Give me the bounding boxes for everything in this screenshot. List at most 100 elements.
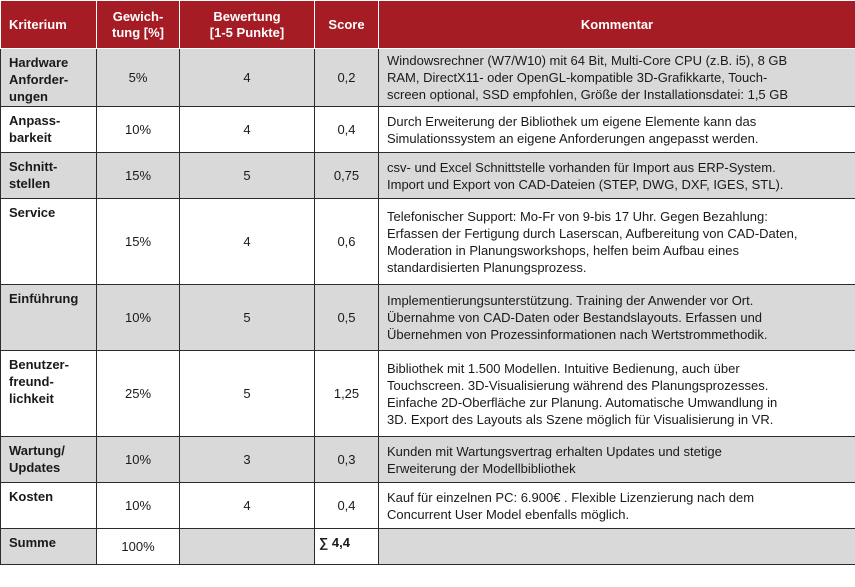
kommentar-line: 3D. Export des Layouts als Szene möglich… [387, 411, 774, 427]
gewichtung-cell: 15% [96, 198, 180, 285]
kriterium-cell: Einführung [0, 284, 97, 351]
header-kommentar: Kommentar [378, 0, 855, 49]
kommentar-line: csv- und Excel Schnittstelle vorhanden f… [387, 159, 776, 175]
score-cell: 0,4 [314, 106, 379, 153]
score-cell: 0,2 [314, 48, 379, 107]
header-bewertung-line2: [1-5 Punkte] [209, 24, 285, 40]
header-gewichtung-line1: Gewich- [112, 8, 164, 24]
gewichtung-cell: 25% [96, 350, 180, 437]
kriterium-line: stellen [9, 176, 51, 191]
kriterium-line: barkeit [9, 130, 52, 145]
table-row-anpassbarkeit: Anpass- barkeit 10% 4 0,4 Durch Erweiter… [0, 106, 855, 153]
kriterium-line: Einführung [9, 291, 79, 306]
kriterium-line: Schnitt- [9, 159, 58, 174]
table-row-wartung: Wartung/ Updates 10% 3 0,3 Kunden mit Wa… [0, 436, 855, 483]
bewertung-cell: 5 [179, 284, 315, 351]
header-gewichtung-line2: tung [%] [112, 24, 164, 40]
kommentar-line: standardisierten Planungsprozess. [387, 259, 587, 275]
kriterium-cell: Schnitt- stellen [0, 152, 97, 199]
kriterium-line: Wartung/ [9, 443, 65, 458]
kommentar-cell: Windowsrechner (W7/W10) mit 64 Bit, Mult… [378, 48, 855, 107]
score-cell: 0,5 [314, 284, 379, 351]
gewichtung-cell: 10% [96, 106, 180, 153]
kommentar-line: Übernahme von CAD-Daten oder Bestandslay… [387, 310, 763, 325]
kommentar-line: RAM, DirectX11- oder OpenGL-kompatible 3… [387, 70, 768, 85]
header-kriterium: Kriterium [0, 0, 97, 49]
kriterium-line: Benutzer- [9, 357, 69, 372]
kommentar-line: Simulationssystem an eigene Anforderunge… [387, 130, 759, 146]
summe-score: ∑ 4,4 [314, 528, 379, 565]
bewertung-cell: 3 [179, 436, 315, 483]
kommentar-line: Implementierungsunterstützung. Training … [387, 293, 754, 308]
gewichtung-cell: 10% [96, 436, 180, 483]
summe-bewertung-empty [179, 528, 315, 565]
kriterium-line: Service [9, 205, 56, 220]
kriterium-line: ungen [9, 89, 48, 104]
kommentar-line: Windowsrechner (W7/W10) mit 64 Bit, Mult… [387, 53, 788, 68]
kommentar-line: Übernehmen von Prozessinformationen nach… [387, 327, 768, 342]
header-row: Kriterium Gewich-tung [%] Bewertung [1-5 … [0, 0, 855, 49]
score-cell: 0,6 [314, 198, 379, 285]
bewertung-cell: 4 [179, 106, 315, 153]
kommentar-cell: Durch Erweiterung der Bibliothek um eige… [378, 106, 855, 153]
score-cell: 0,75 [314, 152, 379, 199]
kommentar-cell: Implementierungsunterstützung. Training … [378, 284, 855, 351]
kommentar-line: Concurrent User Model ebenfalls möglich. [387, 506, 630, 522]
gewichtung-cell: 10% [96, 284, 180, 351]
kriterium-line: Hardware [9, 55, 69, 70]
kriterium-line: Kosten [9, 489, 54, 504]
gewichtung-cell: 10% [96, 482, 180, 529]
kommentar-cell: Bibliothek mit 1.500 Modellen. Intuitive… [378, 350, 855, 437]
kriterium-line: lichkeit [9, 391, 54, 406]
gewichtung-cell: 5% [96, 48, 180, 107]
bewertung-cell: 4 [179, 198, 315, 285]
evaluation-table: Kriterium Gewich-tung [%] Bewertung [1-5 … [0, 0, 855, 565]
score-cell: 1,25 [314, 350, 379, 437]
kommentar-line: Moderation in Planungsworkshops, helfen … [387, 242, 739, 258]
kommentar-line: Durch Erweiterung der Bibliothek um eige… [387, 113, 757, 129]
table-row-schnittstellen: Schnitt- stellen 15% 5 0,75 csv- und Exc… [0, 152, 855, 199]
kommentar-cell: csv- und Excel Schnittstelle vorhanden f… [378, 152, 855, 199]
table-row-hardware: Hardware Anforder- ungen 5% 4 0,2 Window… [0, 48, 855, 107]
kommentar-line: Einfache 2D-Oberfläche zur Planung. Auto… [387, 394, 778, 410]
kriterium-line: Updates [9, 460, 61, 475]
kriterium-line: Anpass- [9, 113, 61, 128]
kommentar-cell: Kunden mit Wartungsvertrag erhalten Upda… [378, 436, 855, 483]
kriterium-line: Anforder- [9, 72, 69, 87]
kriterium-cell: Anpass- barkeit [0, 106, 97, 153]
table-row-einfuehrung: Einführung 10% 5 0,5 Implementierungsunt… [0, 284, 855, 351]
kommentar-line: Touchscreen. 3D-Visualisierung während d… [387, 377, 769, 393]
table-row-service: Service 15% 4 0,6 Telefonischer Support:… [0, 198, 855, 285]
kommentar-line: Import und Export von CAD-Dateien (STEP,… [387, 176, 784, 192]
summe-kommentar-empty [378, 528, 855, 565]
table-row-kosten: Kosten 10% 4 0,4 Kauf für einzelnen PC: … [0, 482, 855, 529]
table-row-benutzerfreundlichkeit: Benutzer- freund- lichkeit 25% 5 1,25 Bi… [0, 350, 855, 437]
kommentar-cell: Kauf für einzelnen PC: 6.900€ . Flexible… [378, 482, 855, 529]
score-cell: 0,3 [314, 436, 379, 483]
gewichtung-cell: 15% [96, 152, 180, 199]
bewertung-cell: 4 [179, 482, 315, 529]
kriterium-cell: Hardware Anforder- ungen [0, 48, 97, 107]
kommentar-line: Kunden mit Wartungsvertrag erhalten Upda… [387, 443, 722, 459]
summe-gewichtung: 100% [96, 528, 180, 565]
header-score: Score [314, 0, 379, 49]
table-row-summe: Summe 100% ∑ 4,4 [0, 528, 855, 565]
kommentar-line: Erfassen der Fertigung durch Laserscan, … [387, 225, 798, 241]
kommentar-line: Kauf für einzelnen PC: 6.900€ . Flexible… [387, 489, 755, 505]
bewertung-cell: 4 [179, 48, 315, 107]
bewertung-cell: 5 [179, 350, 315, 437]
score-cell: 0,4 [314, 482, 379, 529]
bewertung-cell: 5 [179, 152, 315, 199]
kommentar-line: Bibliothek mit 1.500 Modellen. Intuitive… [387, 360, 740, 376]
header-bewertung: Bewertung [1-5 Punkte] [179, 0, 315, 49]
kriterium-cell: Kosten [0, 482, 97, 529]
kommentar-cell: Telefonischer Support: Mo-Fr von 9-bis 1… [378, 198, 855, 285]
kriterium-cell: Benutzer- freund- lichkeit [0, 350, 97, 437]
summe-label: Summe [0, 528, 97, 565]
kriterium-line: freund- [9, 374, 54, 389]
kriterium-cell: Service [0, 198, 97, 285]
kriterium-cell: Wartung/ Updates [0, 436, 97, 483]
header-bewertung-line1: Bewertung [213, 8, 281, 24]
kommentar-line: Telefonischer Support: Mo-Fr von 9-bis 1… [387, 208, 768, 224]
header-gewichtung: Gewich-tung [%] [96, 0, 180, 49]
